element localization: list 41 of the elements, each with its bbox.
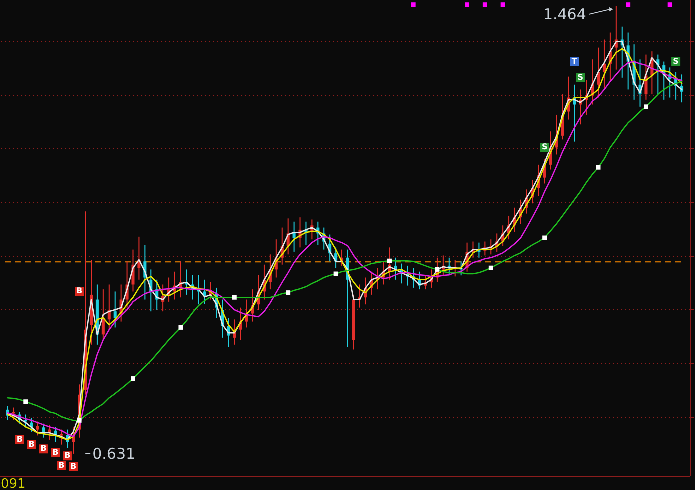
text: 091: [1, 477, 26, 490]
data-label: B: [76, 286, 83, 296]
text: 1.464: [543, 5, 586, 24]
data-label: S: [578, 72, 584, 82]
point: [131, 376, 136, 381]
point: [286, 290, 291, 296]
data-label: S: [673, 56, 680, 66]
point: [77, 418, 82, 423]
point: [488, 266, 494, 270]
point: [626, 2, 631, 8]
text: 0.631: [92, 444, 136, 463]
point: [334, 272, 338, 276]
candlestick: [24, 414, 28, 428]
point: [232, 295, 237, 300]
data-label: B: [52, 448, 59, 457]
point: [500, 2, 506, 8]
point: [24, 400, 28, 404]
data-label: T: [572, 56, 578, 66]
data-label: B: [40, 444, 47, 454]
data-label: S: [542, 142, 548, 152]
point: [596, 165, 601, 170]
candlestick: [48, 424, 52, 441]
point: [668, 2, 672, 8]
candlestick: [203, 279, 206, 305]
data-label: B: [28, 440, 35, 449]
point: [465, 2, 470, 8]
data-label: B: [64, 451, 71, 460]
candlestick: [36, 421, 40, 436]
point: [178, 325, 184, 330]
candlestick: [12, 407, 16, 421]
point: [644, 104, 648, 110]
data-label: B: [70, 462, 77, 471]
data-label: B: [58, 460, 65, 470]
candlestick: [60, 429, 64, 446]
point: [482, 2, 488, 8]
point: [542, 236, 548, 240]
candlestick: [114, 291, 117, 328]
data-label: B: [16, 435, 23, 444]
point: [435, 267, 440, 272]
point: [411, 2, 416, 8]
point: [388, 258, 392, 264]
